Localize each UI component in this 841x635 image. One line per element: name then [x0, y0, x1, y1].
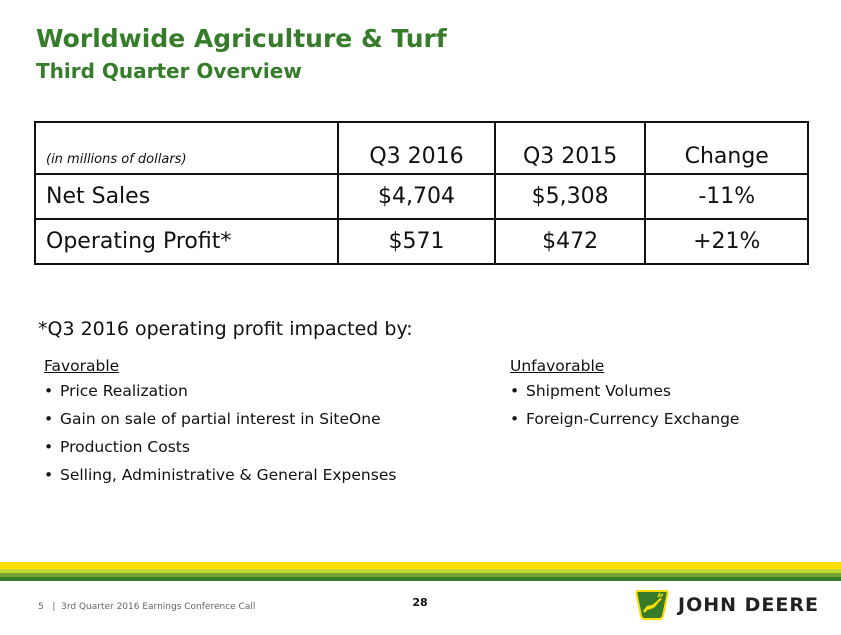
brand-name: JOHN DEERE [678, 594, 819, 616]
table-row: Net Sales $4,704 $5,308 -11% [33, 173, 809, 220]
unfavorable-heading: Unfavorable [510, 357, 605, 375]
bullet-icon: • [44, 410, 54, 428]
page-title: Worldwide Agriculture & Turf [36, 24, 447, 53]
footnote-heading: *Q3 2016 operating profit impacted by: [38, 318, 413, 340]
column-header: Change [644, 121, 809, 175]
list-item: • Production Costs [44, 433, 396, 461]
footer-band-lightgreen [0, 569, 841, 573]
table-cell: +21% [644, 218, 809, 265]
unfavorable-section: Unfavorable • Shipment Volumes • Foreign-C… [510, 355, 739, 433]
bullet-icon: • [44, 438, 54, 456]
table-cell: $5,308 [493, 173, 647, 220]
list-item: • Price Realization [44, 377, 396, 405]
favorable-section: Favorable • Price Realization • Gain on sa… [44, 355, 396, 489]
column-header: Q3 2016 [337, 121, 496, 175]
table-header-row: (in millions of dollars) Q3 2016 Q3 2015… [33, 121, 809, 175]
table-cell: $571 [337, 218, 496, 265]
table-row: Operating Profit* $571 $472 +21% [33, 218, 809, 265]
favorable-list: • Price Realization • Gain on sale of part… [44, 377, 396, 489]
footer-band-darkgreen [0, 577, 841, 581]
bullet-icon: • [510, 382, 520, 400]
footer-caption: 3rd Quarter 2016 Earnings Conference Cal… [61, 602, 256, 612]
financial-table: (in millions of dollars) Q3 2016 Q3 2015… [33, 121, 809, 265]
footer-band-yellow [0, 562, 841, 569]
units-label: (in millions of dollars) [33, 121, 340, 175]
row-label: Net Sales [33, 173, 340, 220]
bullet-icon: • [510, 410, 520, 428]
page-subtitle: Third Quarter Overview [36, 59, 302, 83]
page-number: 28 [412, 596, 428, 609]
bullet-icon: • [44, 466, 54, 484]
slide-number: 5 [38, 602, 44, 612]
list-item: • Selling, Administrative & General Expen… [44, 461, 396, 489]
table-cell: -11% [644, 173, 809, 220]
list-item: • Foreign-Currency Exchange [510, 405, 739, 433]
bullet-icon: • [44, 382, 54, 400]
row-label: Operating Profit* [33, 218, 340, 265]
footer-separator: | [52, 602, 56, 612]
deer-icon [635, 590, 669, 620]
table-cell: $4,704 [337, 173, 496, 220]
footer-band-midgreen [0, 573, 841, 577]
footer-text: 5 | 3rd Quarter 2016 Earnings Conference… [38, 602, 255, 612]
list-item: • Shipment Volumes [510, 377, 739, 405]
john-deere-logo: JOHN DEERE [634, 589, 819, 621]
table-cell: $472 [493, 218, 647, 265]
column-header: Q3 2015 [493, 121, 647, 175]
list-item: • Gain on sale of partial interest in Sit… [44, 405, 396, 433]
unfavorable-list: • Shipment Volumes • Foreign-Currency Exch… [510, 377, 739, 433]
favorable-heading: Favorable [44, 357, 120, 375]
